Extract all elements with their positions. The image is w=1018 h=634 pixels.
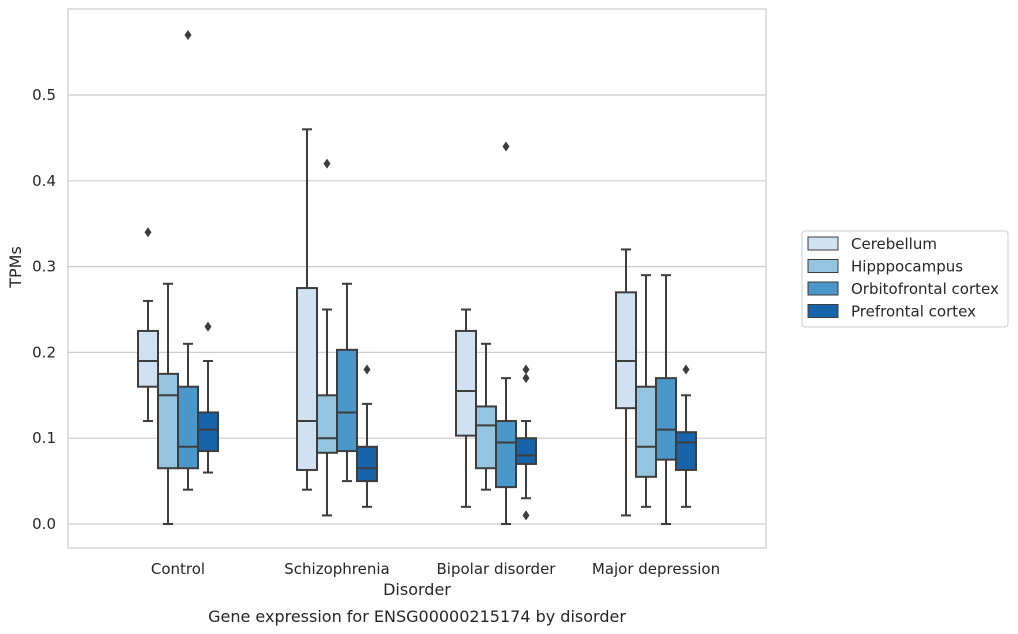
outlier-point bbox=[522, 373, 530, 384]
box bbox=[336, 348, 358, 453]
box-group bbox=[475, 342, 497, 491]
outlier-point bbox=[522, 510, 530, 521]
x-tick-label: Bipolar disorder bbox=[437, 560, 557, 578]
y-tick-label: 0.0 bbox=[32, 515, 56, 533]
legend-label: Orbitofrontal cortex bbox=[851, 280, 999, 298]
box-group bbox=[356, 364, 378, 508]
x-tick-labels: Control Schizophrenia Bipolar disorder Majo… bbox=[151, 560, 720, 578]
outlier-point bbox=[502, 141, 510, 152]
box bbox=[356, 445, 378, 483]
box-group bbox=[137, 227, 159, 423]
outlier-point bbox=[682, 364, 690, 375]
chart-caption: Gene expression for ENSG00000215174 by d… bbox=[208, 607, 626, 626]
box-group bbox=[177, 29, 199, 491]
x-tick-label: Schizophrenia bbox=[284, 560, 389, 578]
boxes bbox=[137, 29, 697, 525]
box-group bbox=[615, 248, 637, 517]
legend-swatch bbox=[807, 236, 839, 251]
legend-swatch bbox=[807, 259, 839, 273]
box-group bbox=[655, 274, 677, 525]
box-group bbox=[675, 364, 697, 508]
box bbox=[635, 385, 657, 478]
legend-frame bbox=[801, 230, 1009, 328]
legend-label: Hipppocampus bbox=[851, 258, 963, 276]
y-tick-label: 0.1 bbox=[32, 429, 56, 447]
outlier-point bbox=[204, 321, 212, 332]
box bbox=[137, 329, 159, 388]
x-tick-label: Control bbox=[151, 560, 205, 578]
box-group bbox=[336, 282, 358, 483]
legend-label: Prefrontal cortex bbox=[851, 303, 976, 321]
legend-swatch bbox=[807, 281, 839, 296]
box-group bbox=[197, 321, 219, 474]
box-group bbox=[515, 364, 537, 521]
outlier-point bbox=[144, 227, 152, 238]
box bbox=[515, 437, 537, 465]
y-axis-title: TPMs bbox=[6, 246, 25, 289]
outlier-point bbox=[522, 364, 530, 375]
outlier-point bbox=[363, 364, 371, 375]
box bbox=[475, 405, 497, 470]
box bbox=[157, 372, 179, 470]
x-tick-label: Major depression bbox=[592, 560, 720, 578]
outlier-point bbox=[323, 158, 331, 169]
x-axis-title: Disorder bbox=[383, 580, 451, 599]
box bbox=[675, 431, 697, 471]
box-group bbox=[495, 141, 517, 525]
y-tick-label: 0.5 bbox=[32, 86, 56, 104]
box-group bbox=[316, 158, 338, 517]
box bbox=[177, 385, 199, 470]
y-tick-label: 0.2 bbox=[32, 343, 56, 361]
box bbox=[455, 329, 477, 437]
legend-swatch bbox=[807, 304, 839, 318]
box bbox=[316, 394, 338, 454]
box bbox=[615, 291, 637, 410]
legend-label: Cerebellum bbox=[851, 235, 937, 253]
box-group bbox=[635, 274, 657, 508]
box bbox=[655, 377, 677, 461]
y-tick-labels: 0.0 0.1 0.2 0.3 0.4 0.5 bbox=[32, 86, 56, 533]
y-tick-label: 0.3 bbox=[32, 258, 56, 276]
box bbox=[296, 287, 318, 471]
outlier-point bbox=[184, 29, 192, 40]
box bbox=[495, 420, 517, 489]
box-group bbox=[455, 308, 477, 508]
box bbox=[197, 411, 219, 453]
box-group bbox=[296, 128, 318, 491]
y-tick-label: 0.4 bbox=[32, 172, 56, 190]
legend: Cerebellum Hipppocampus Orbitofrontal cort… bbox=[801, 230, 1009, 328]
plot-frame bbox=[67, 8, 767, 549]
box-group bbox=[157, 282, 179, 525]
